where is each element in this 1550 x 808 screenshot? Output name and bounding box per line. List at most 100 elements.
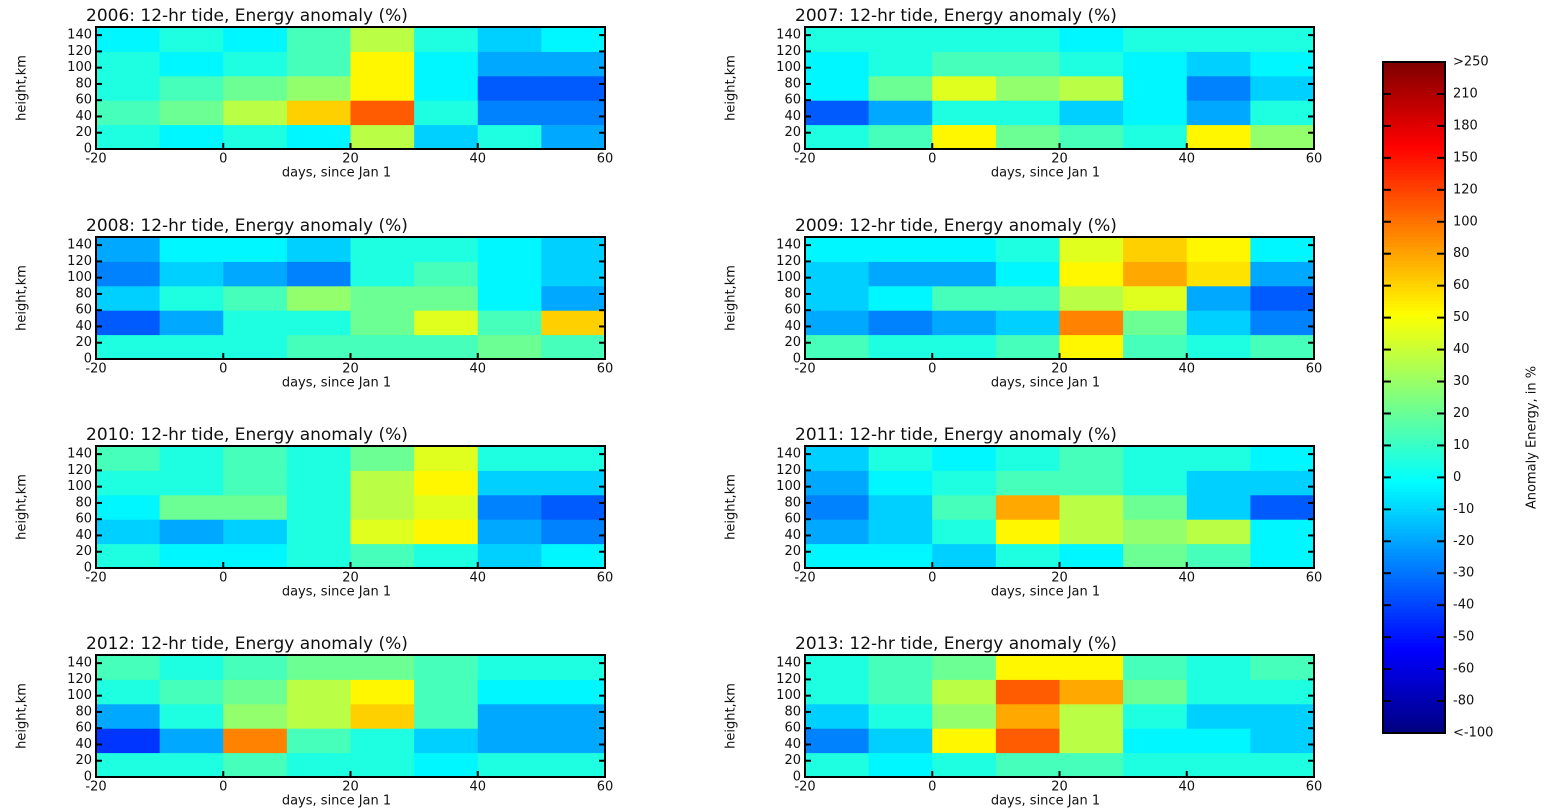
y-tick-label: 40: [784, 528, 801, 543]
heatmap-cell: [541, 543, 606, 569]
heatmap-cell: [805, 124, 870, 150]
heatmap-cell: [350, 703, 415, 729]
colorbar-swatch: [1383, 296, 1445, 301]
heatmap-cell: [159, 124, 224, 150]
heatmap-cell: [414, 494, 479, 520]
heatmap-cell: [223, 334, 288, 360]
heatmap-cell: [805, 285, 870, 311]
heatmap-cell: [868, 446, 933, 471]
colorbar-swatch: [1383, 219, 1445, 224]
heatmap-cell: [868, 679, 933, 705]
heatmap-cell: [541, 261, 606, 287]
colorbar-frame: [1382, 61, 1446, 734]
colorbar-tick-label: -30: [1453, 566, 1474, 581]
colorbar-swatch: [1383, 642, 1445, 647]
heatmap-cell: [805, 728, 870, 754]
panel: 2011: 12-hr tide, Energy anomaly (%) 0 20 4…: [724, 425, 1323, 600]
x-tick-label: 60: [1306, 362, 1323, 377]
heatmap-cell: [995, 728, 1060, 754]
heatmap-cell: [477, 543, 542, 569]
colorbar-swatch: [1383, 330, 1445, 335]
y-axis-label: height,km: [724, 265, 739, 331]
x-axis-label: days, since Jan 1: [282, 585, 391, 600]
y-tick-label: 0: [793, 142, 801, 157]
panel: 2013: 12-hr tide, Energy anomaly (%)0204…: [724, 634, 1323, 808]
heatmap-cell: [223, 655, 288, 680]
y-tick-label: 60: [75, 721, 92, 736]
heatmap-cell: [1250, 494, 1315, 520]
heatmap-cell: [805, 334, 870, 360]
colorbar-swatch: [1383, 166, 1445, 170]
colorbar-swatch: [1383, 229, 1445, 234]
colorbar-swatch: [1383, 132, 1445, 137]
heatmap-cell: [932, 470, 997, 496]
colorbar-swatch: [1383, 209, 1445, 214]
heatmap-cell: [1059, 728, 1124, 754]
y-tick-label: 120: [67, 44, 92, 59]
x-tick-label: 20: [1051, 571, 1068, 586]
heatmap-cell: [159, 655, 224, 680]
heatmap-cell: [1250, 470, 1315, 496]
colorbar-swatch: [1383, 729, 1445, 734]
heatmap-cell: [1186, 446, 1251, 471]
colorbar-swatch: [1383, 68, 1445, 73]
colorbar-swatch: [1383, 82, 1445, 87]
heatmap-cell: [1186, 519, 1251, 545]
colorbar-swatch: [1383, 78, 1445, 83]
colorbar-swatch: [1383, 612, 1445, 617]
y-axis-label: height,km: [15, 683, 30, 749]
y-tick-label: 140: [67, 238, 92, 253]
heatmap-cell: [350, 728, 415, 754]
heatmap-cell: [1186, 124, 1251, 150]
y-tick-label: 20: [784, 335, 801, 350]
x-axis-label: days, since Jan 1: [991, 585, 1100, 600]
heatmap-cell: [96, 237, 161, 262]
colorbar-swatch: [1383, 682, 1445, 687]
y-tick-label: 20: [784, 753, 801, 768]
heatmap-cell: [541, 728, 606, 754]
heatmap-cell: [477, 27, 542, 52]
heatmap-cell: [286, 655, 351, 680]
colorbar-swatch: [1383, 119, 1445, 123]
heatmap-cell: [1250, 51, 1315, 77]
heatmap-cell: [805, 261, 870, 287]
heatmap-cell: [286, 285, 351, 311]
colorbar-swatch: [1383, 699, 1445, 704]
colorbar-swatch: [1383, 273, 1445, 278]
colorbar-swatch: [1383, 102, 1445, 107]
heatmap-cell: [1186, 543, 1251, 569]
colorbar-swatch: [1383, 172, 1445, 177]
heatmap-cell: [96, 494, 161, 520]
colorbar-swatch: [1383, 226, 1445, 231]
heatmap-cell: [1059, 334, 1124, 360]
heatmap-cell: [805, 446, 870, 471]
heatmap-cell: [286, 752, 351, 778]
colorbar-swatch: [1383, 363, 1445, 368]
colorbar-swatch: [1383, 582, 1445, 586]
x-tick-label: 0: [928, 571, 936, 586]
x-tick-label: -20: [794, 571, 815, 586]
colorbar-swatch: [1383, 541, 1445, 546]
x-tick-label: 40: [1178, 152, 1195, 167]
heatmap-cell: [159, 261, 224, 287]
y-tick-label: 0: [84, 561, 92, 576]
y-tick-label: 60: [75, 93, 92, 108]
heatmap-cell: [477, 446, 542, 471]
heatmap-cell: [932, 655, 997, 680]
heatmap-cell: [414, 334, 479, 360]
heatmap-cell: [414, 470, 479, 496]
x-tick-label: 40: [469, 780, 486, 795]
colorbar-swatch: [1383, 555, 1445, 560]
heatmap-cell: [868, 543, 933, 569]
x-tick-label: 0: [219, 780, 227, 795]
colorbar-swatch: [1383, 179, 1445, 184]
y-tick-label: 80: [75, 286, 92, 301]
x-tick-label: 40: [1178, 362, 1195, 377]
panel-title: 2011: 12-hr tide, Energy anomaly (%): [795, 425, 1117, 445]
x-tick-label: 60: [1306, 152, 1323, 167]
heatmap-cell: [995, 494, 1060, 520]
heatmap-cell: [96, 752, 161, 778]
colorbar-swatch: [1383, 427, 1445, 432]
heatmap-cell: [805, 470, 870, 496]
heatmap-cell: [1059, 27, 1124, 52]
